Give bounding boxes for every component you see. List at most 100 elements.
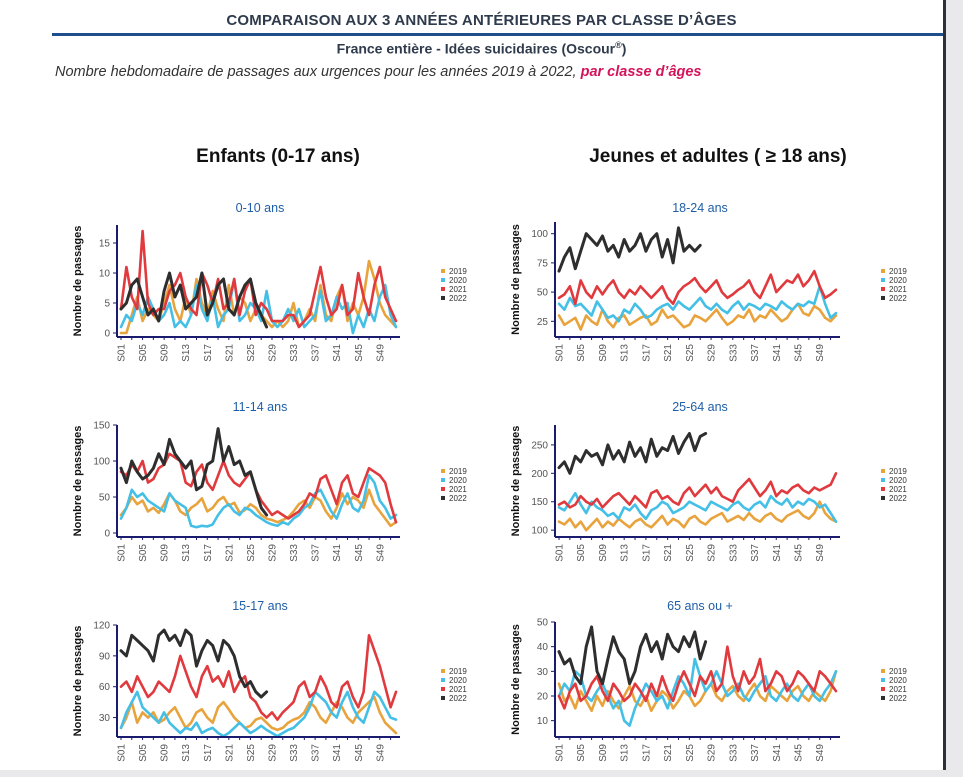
y-axis-label: Nombre de passages <box>72 426 84 537</box>
x-tick-label: S01 <box>117 544 128 562</box>
legend-label-2022: 2022 <box>449 694 467 703</box>
x-tick-label: S09 <box>598 344 609 362</box>
series-line-2020 <box>119 277 398 335</box>
chart-p1824: 18-24 ans Nombre de passages 25 50 75 100 S01 S… <box>510 201 907 362</box>
legend-label-2021: 2021 <box>889 485 907 494</box>
y-axis-label: Nombre de passages <box>510 426 522 537</box>
series-line-2022 <box>119 427 269 517</box>
chart-p2564: 25-64 ans Nombre de passages 100 150 200 250 S… <box>510 400 907 562</box>
legend-swatch-2022 <box>881 696 885 700</box>
legend-swatch-2020 <box>881 278 885 282</box>
legend-label-2020: 2020 <box>889 476 907 485</box>
x-tick-label: S09 <box>598 544 609 562</box>
y-axis-label: Nombre de passages <box>72 226 84 337</box>
series-line-2021 <box>557 471 838 509</box>
y-tick-label: 0 <box>104 529 110 540</box>
y-tick-label: 40 <box>537 642 549 653</box>
legend-label-2020: 2020 <box>449 276 467 285</box>
series-line-2022 <box>557 226 702 273</box>
y-tick-label: 100 <box>531 229 548 240</box>
series-line-2020 <box>557 491 838 523</box>
x-tick-label: S05 <box>576 544 587 562</box>
legend-swatch-2019 <box>881 269 885 273</box>
legend-label-2019: 2019 <box>449 267 467 276</box>
x-tick-label: S17 <box>203 344 214 362</box>
x-tick-label: S09 <box>160 744 171 762</box>
chart-p010: 0-10 ans Nombre de passages 0 5 10 15 S01 S05 S0… <box>72 201 467 362</box>
series-line-2022 <box>557 625 708 686</box>
x-tick-label: S05 <box>138 744 149 762</box>
x-tick-label: S13 <box>181 544 192 562</box>
series-line-2020 <box>557 657 838 727</box>
legend-label-2022: 2022 <box>449 294 467 303</box>
x-tick-label: S41 <box>772 544 783 562</box>
x-tick-label: S49 <box>375 344 386 362</box>
x-tick-label: S01 <box>555 344 566 362</box>
legend-swatch-2019 <box>881 669 885 673</box>
legend-swatch-2022 <box>881 296 885 300</box>
panel-title: 18-24 ans <box>672 201 728 215</box>
y-tick-label: 90 <box>99 651 111 662</box>
y-tick-label: 50 <box>537 618 549 629</box>
x-tick-label: S41 <box>772 344 783 362</box>
legend-swatch-2021 <box>881 287 885 291</box>
x-tick-label: S29 <box>707 344 718 362</box>
panel-title: 65 ans ou + <box>667 599 733 613</box>
x-tick-label: S21 <box>663 744 674 762</box>
x-tick-label: S25 <box>246 544 257 562</box>
legend-swatch-2020 <box>881 478 885 482</box>
x-tick-label: S05 <box>576 744 587 762</box>
chart-p1517: 15-17 ans Nombre de passages 30 60 90 120 S01 S… <box>72 599 467 762</box>
page-subtitle: France entière - Idées suicidaires (Osco… <box>336 40 627 57</box>
x-tick-label: S01 <box>117 744 128 762</box>
x-tick-label: S45 <box>354 544 365 562</box>
legend-label-2020: 2020 <box>889 276 907 285</box>
x-tick-label: S21 <box>224 544 235 562</box>
legend-swatch-2021 <box>441 687 445 691</box>
legend-label-2019: 2019 <box>449 667 467 676</box>
y-tick-label: 10 <box>99 269 111 280</box>
legend-swatch-2022 <box>441 696 445 700</box>
x-tick-label: S49 <box>375 544 386 562</box>
x-tick-label: S33 <box>728 344 739 362</box>
x-tick-label: S01 <box>117 344 128 362</box>
group-title-children: Enfants (0-17 ans) <box>196 146 360 167</box>
y-tick-label: 15 <box>99 239 111 250</box>
x-tick-label: S49 <box>375 744 386 762</box>
x-tick-label: S37 <box>750 744 761 762</box>
x-tick-label: S49 <box>815 344 826 362</box>
x-tick-label: S37 <box>311 344 322 362</box>
legend-label-2020: 2020 <box>449 676 467 685</box>
legend-label-2022: 2022 <box>889 694 907 703</box>
x-tick-label: S41 <box>332 344 343 362</box>
chart-p1114: 11-14 ans Nombre de passages 0 50 100 150 S01 S… <box>72 400 467 562</box>
series-line-2020 <box>557 284 838 323</box>
series-line-2022 <box>119 271 269 329</box>
legend-label-2021: 2021 <box>449 485 467 494</box>
panel-title: 25-64 ans <box>672 400 728 414</box>
legend-swatch-2019 <box>441 469 445 473</box>
x-tick-label: S21 <box>663 344 674 362</box>
legend-swatch-2019 <box>441 269 445 273</box>
x-tick-label: S37 <box>311 744 322 762</box>
legend-swatch-2022 <box>441 496 445 500</box>
legend-label-2019: 2019 <box>889 667 907 676</box>
y-tick-label: 50 <box>99 493 111 504</box>
legend-label-2021: 2021 <box>889 285 907 294</box>
legend-swatch-2019 <box>881 469 885 473</box>
x-tick-label: S45 <box>793 344 804 362</box>
y-axis-label: Nombre de passages <box>510 224 522 335</box>
legend-label-2020: 2020 <box>449 476 467 485</box>
y-tick-label: 150 <box>93 421 110 432</box>
series-line-2022 <box>557 432 708 475</box>
x-tick-label: S21 <box>663 544 674 562</box>
x-tick-label: S25 <box>685 744 696 762</box>
y-tick-label: 120 <box>93 621 110 632</box>
y-tick-label: 150 <box>531 497 548 508</box>
x-tick-label: S33 <box>289 544 300 562</box>
x-tick-label: S33 <box>728 744 739 762</box>
x-tick-label: S09 <box>598 744 609 762</box>
x-tick-label: S17 <box>641 344 652 362</box>
x-tick-label: S09 <box>160 544 171 562</box>
registered-mark: ® <box>615 40 622 50</box>
